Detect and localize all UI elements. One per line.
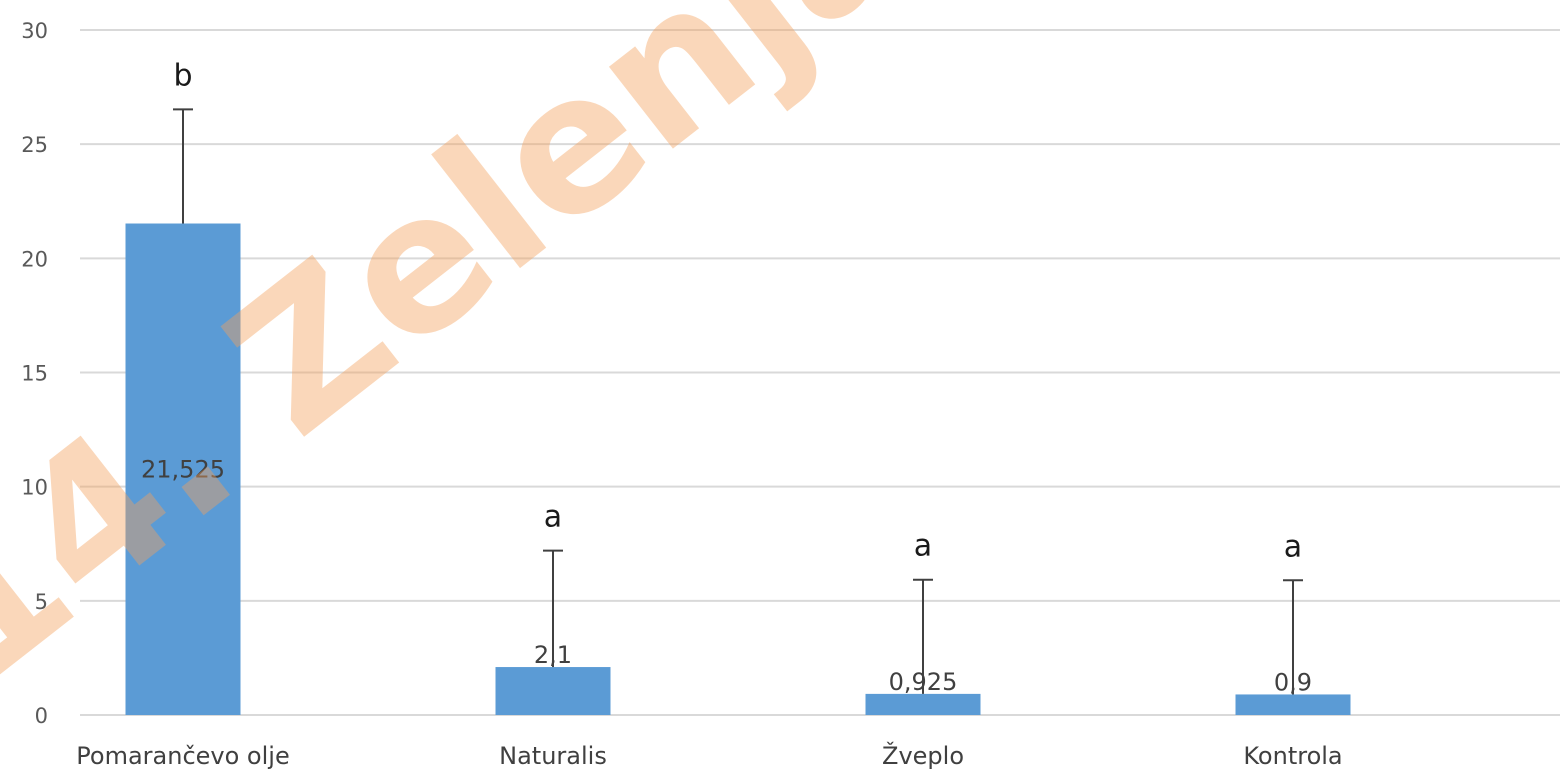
value-labels: 21,525 2,1 0,925 0,9 (141, 455, 1312, 696)
bar (1235, 694, 1351, 715)
bar (125, 223, 241, 715)
bar (495, 667, 611, 715)
data-label: 0,925 (889, 668, 958, 696)
significance-label: b (173, 58, 192, 93)
category-label: Žveplo (882, 741, 964, 770)
y-axis-ticks: 0 5 10 15 20 25 30 (21, 19, 48, 728)
significance-labels: b a a a (173, 58, 1302, 564)
category-label: Kontrola (1243, 742, 1342, 770)
y-tick-label: 0 (35, 704, 48, 728)
data-label: 2,1 (534, 641, 572, 669)
significance-label: a (1284, 529, 1302, 564)
y-tick-label: 5 (35, 590, 48, 614)
data-label: 21,525 (141, 455, 225, 483)
category-label: Pomarančevo olje (76, 742, 289, 770)
error-bars (173, 108, 1303, 695)
significance-label: a (544, 500, 562, 535)
data-label: 0,9 (1274, 668, 1312, 696)
y-tick-label: 15 (21, 362, 48, 386)
y-tick-label: 20 (21, 247, 48, 271)
y-tick-label: 10 (21, 476, 48, 500)
y-tick-label: 30 (21, 19, 48, 43)
gridlines (80, 29, 1560, 716)
bars (125, 223, 1351, 715)
y-tick-label: 25 (21, 133, 48, 157)
category-label: Naturalis (499, 742, 607, 770)
bar (865, 693, 981, 715)
significance-label: a (914, 529, 932, 564)
category-labels: Pomarančevo olje Naturalis Žveplo Kontrola (76, 741, 1342, 770)
